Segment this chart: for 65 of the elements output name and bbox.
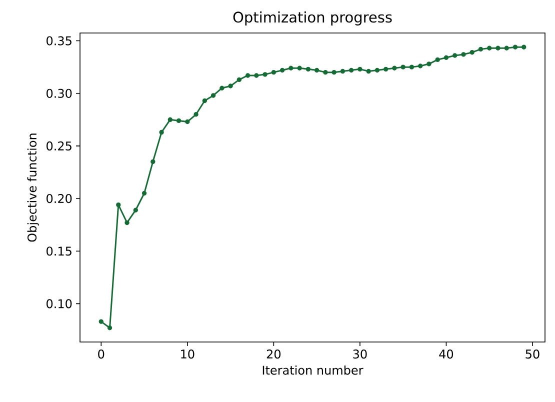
point <box>194 112 198 117</box>
point <box>487 46 492 50</box>
point <box>245 73 250 78</box>
y-axis-title: Objective function <box>27 134 39 242</box>
point <box>150 159 156 164</box>
point <box>107 326 112 330</box>
point <box>314 68 320 73</box>
point <box>220 86 224 90</box>
y-tick-label: 0.15 <box>46 246 72 256</box>
point <box>358 66 362 72</box>
point <box>176 118 182 124</box>
point <box>297 66 302 70</box>
point <box>496 46 500 50</box>
point <box>366 68 371 74</box>
x-tick-label: 40 <box>439 350 454 359</box>
point <box>306 66 311 72</box>
point <box>332 70 336 75</box>
point <box>142 190 147 196</box>
x-tick-label: 20 <box>266 350 281 359</box>
point <box>409 64 414 70</box>
point <box>470 50 474 55</box>
point <box>348 68 354 73</box>
x-tick-label: 30 <box>353 350 367 359</box>
point <box>400 64 406 70</box>
point <box>478 46 484 52</box>
point <box>210 93 216 98</box>
point <box>461 52 466 57</box>
point <box>262 72 268 77</box>
point <box>435 57 440 62</box>
point <box>159 130 164 135</box>
point <box>340 68 346 74</box>
x-tick-label: 50 <box>526 350 540 359</box>
point <box>323 70 328 75</box>
point <box>444 55 449 60</box>
point <box>202 98 208 104</box>
y-tick-label: 0.20 <box>46 194 72 204</box>
point <box>236 77 242 82</box>
point <box>116 202 121 208</box>
point <box>452 53 458 58</box>
point <box>228 84 233 88</box>
point <box>280 68 285 73</box>
point <box>124 220 130 226</box>
point <box>168 117 173 122</box>
x-axis-title: Iteration number <box>262 365 364 375</box>
point <box>133 208 138 212</box>
point <box>288 66 294 70</box>
point <box>374 68 380 73</box>
x-tick-label: 10 <box>181 350 194 359</box>
point <box>418 64 423 68</box>
point <box>392 66 397 70</box>
y-tick-label: 0.25 <box>46 141 72 150</box>
point <box>512 44 518 50</box>
chart-title: Optimization progress <box>233 11 392 26</box>
point <box>504 46 509 50</box>
point <box>271 70 276 75</box>
point <box>185 119 190 124</box>
point <box>522 44 526 50</box>
y-tick-label: 0.30 <box>46 88 72 98</box>
x-tick-label: 0 <box>98 350 104 359</box>
point <box>383 66 388 72</box>
point <box>426 62 432 66</box>
point <box>254 73 259 78</box>
point <box>98 319 104 324</box>
y-tick-label: 0.10 <box>46 299 72 308</box>
y-tick-label: 0.35 <box>46 36 72 46</box>
